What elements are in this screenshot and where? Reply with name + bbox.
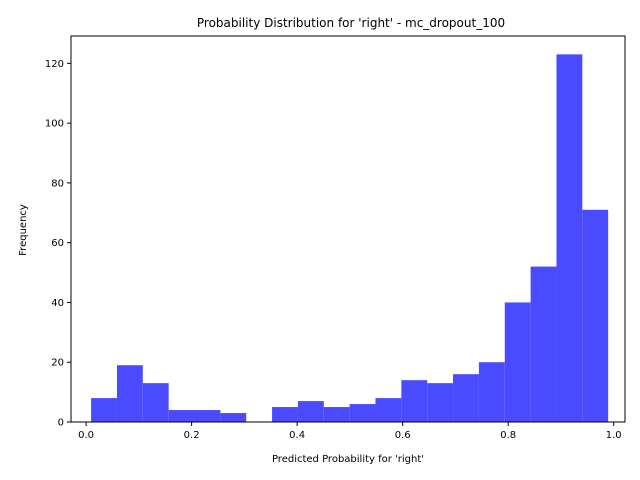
x-axis-label: Predicted Probability for 'right' <box>272 454 424 465</box>
histogram-bar <box>349 404 376 422</box>
histogram-bar <box>504 302 531 422</box>
x-tick-label: 1.0 <box>606 430 622 441</box>
histogram-bar <box>142 383 169 422</box>
x-tick-label: 0.0 <box>78 430 94 441</box>
histogram-bar <box>272 407 298 422</box>
y-tick-label: 0 <box>58 418 64 429</box>
y-tick-label: 40 <box>51 298 64 309</box>
histogram-bar <box>194 410 221 422</box>
histogram-bar <box>556 54 583 422</box>
histogram-bar <box>116 365 143 422</box>
histogram-bar <box>401 380 428 422</box>
x-tick-label: 0.2 <box>184 430 200 441</box>
y-tick-label: 80 <box>51 178 64 189</box>
histogram-bar <box>427 383 454 422</box>
histogram-bar <box>323 407 350 422</box>
y-tick-label: 100 <box>45 119 64 130</box>
axes-frame <box>70 35 626 423</box>
y-ticks: 0 20 40 60 80 100 120 <box>45 59 71 429</box>
histogram-bar <box>478 362 505 422</box>
histogram-bar <box>375 398 402 422</box>
chart-title: Probability Distribution for 'right' - m… <box>197 16 505 30</box>
x-tick-label: 0.4 <box>289 430 305 441</box>
histogram-bar <box>91 398 117 422</box>
histogram-bar <box>582 209 609 422</box>
y-tick-label: 60 <box>51 238 64 249</box>
histogram-bar <box>530 266 557 422</box>
histogram-bar <box>168 410 195 422</box>
x-ticks: 0.0 0.2 0.4 0.6 0.8 1.0 <box>78 422 622 441</box>
y-tick-label: 120 <box>45 59 64 70</box>
histogram-bar <box>220 413 247 422</box>
histogram-bar <box>453 374 479 422</box>
bars <box>91 54 609 422</box>
histogram-bar <box>297 401 324 422</box>
x-tick-label: 0.8 <box>500 430 516 441</box>
x-tick-label: 0.6 <box>395 430 411 441</box>
y-axis-label: Frequency <box>18 204 29 256</box>
y-tick-label: 20 <box>51 358 64 369</box>
